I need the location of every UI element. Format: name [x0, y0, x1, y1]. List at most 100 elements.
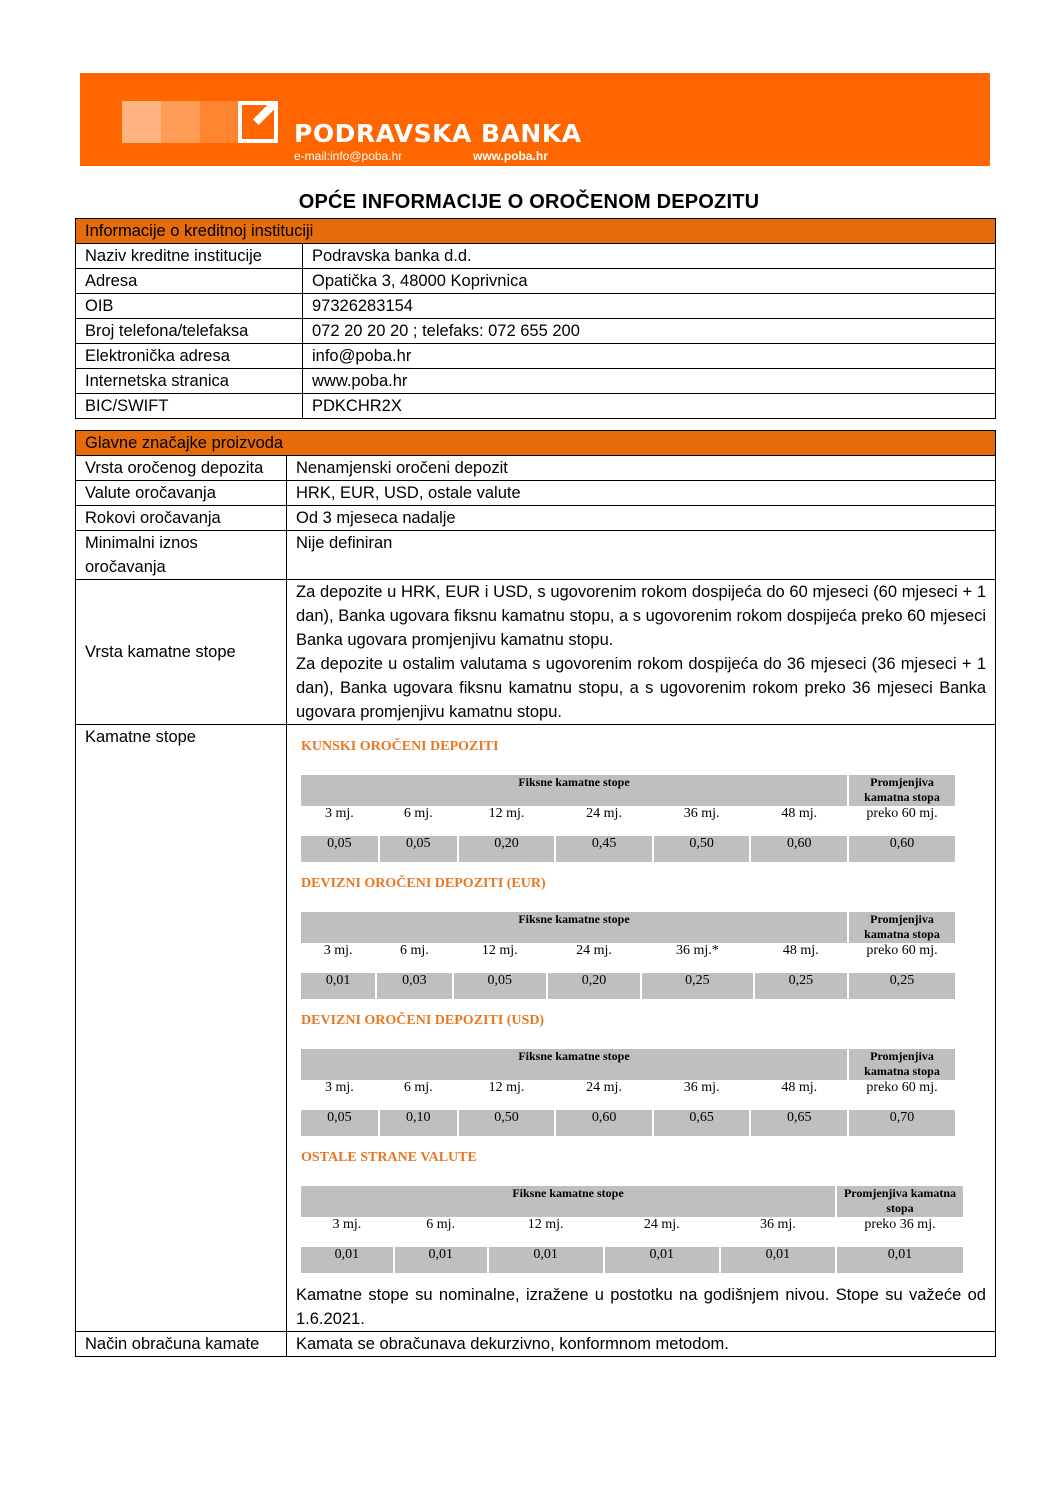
variable-rate-header: Promjenjiva kamatna stopa — [849, 912, 955, 943]
section-heading: Glavne značajke proizvoda — [75, 430, 996, 456]
logo-square — [161, 101, 200, 143]
rate-value: 0,60 — [849, 836, 955, 862]
term-label: 36 mj. — [760, 1217, 796, 1232]
rate-value: 0,05 — [301, 1110, 378, 1136]
info-row: Internetska stranica www.poba.hr — [75, 368, 996, 394]
rate-table: Fiksne kamatne stope Promjenjiva kamatna … — [299, 1049, 957, 1136]
row-label: Minimalni iznos oročavanja — [75, 530, 287, 580]
rate-tables: KUNSKI OROČENI DEPOZITI Fiksne kamatne st… — [301, 735, 986, 1273]
term-label: 24 mj. — [586, 806, 622, 821]
rate-value: 0,01 — [394, 1247, 487, 1273]
term-label: preko 60 mj. — [866, 806, 938, 821]
row-label: Rokovi oročavanja — [75, 505, 287, 531]
info-row: Broj telefona/telefaksa 072 20 20 20 ; te… — [75, 318, 996, 344]
rates-cell: KUNSKI OROČENI DEPOZITI Fiksne kamatne st… — [286, 724, 996, 1332]
variable-rate-header: Promjenjiva kamatna stopa — [837, 1186, 963, 1217]
rate-table: Fiksne kamatne stope Promjenjiva kamatna … — [299, 1186, 965, 1273]
term-label: 48 mj. — [781, 806, 818, 821]
term-label: 12 mj. — [481, 943, 518, 958]
term-label: 24 mj. — [643, 1217, 680, 1232]
variable-rate-header: Promjenjiva kamatna stopa — [849, 1049, 955, 1080]
fixed-rates-header: Fiksne kamatne stope — [301, 912, 847, 943]
rate-table: Fiksne kamatne stope Promjenjiva kamatna … — [299, 912, 957, 999]
info-row: Naziv kreditne institucije Podravska bank… — [75, 243, 996, 269]
rate-value: 0,01 — [301, 1247, 393, 1273]
rate-value: 0,25 — [754, 973, 847, 999]
fixed-rates-header: Fiksne kamatne stope — [301, 1049, 847, 1080]
term-label: 6 mj. — [403, 1080, 433, 1095]
rate-value: 0,25 — [642, 973, 753, 999]
row-label: Vrsta kamatne stope — [75, 579, 287, 725]
rate-value: 0,65 — [751, 1110, 847, 1136]
rate-value: 0,65 — [653, 1110, 750, 1136]
term-label: 6 mj. — [426, 1217, 456, 1232]
term-label: 36 mj.* — [676, 943, 719, 958]
row-value: Od 3 mjeseca nadalje — [286, 505, 996, 531]
logo-square — [122, 101, 161, 143]
rate-table-title: DEVIZNI OROČENI DEPOZITI (EUR) — [301, 876, 546, 891]
product-table: Glavne značajke proizvoda Vrsta oročenog… — [75, 430, 996, 1357]
row-value: PDKCHR2X — [302, 393, 996, 419]
product-row: Rokovi oročavanja Od 3 mjeseca nadalje — [75, 505, 996, 531]
row-label: BIC/SWIFT — [75, 393, 303, 419]
rate-type-paragraph: Za depozite u ostalim valutama s ugovore… — [296, 655, 986, 721]
value-row: 0,05 0,10 0,50 0,60 0,65 0,65 0,70 — [301, 1110, 955, 1136]
term-label: 6 mj. — [400, 943, 429, 958]
rate-value: 0,60 — [751, 836, 847, 862]
row-value: Za depozite u HRK, EUR i USD, s ugovoren… — [286, 579, 996, 725]
term-label: 24 mj. — [576, 943, 612, 958]
rate-value: 0,10 — [379, 1110, 457, 1136]
rate-table-title: KUNSKI OROČENI DEPOZITI — [301, 739, 499, 754]
term-row: 3 mj. 6 mj. 12 mj. 24 mj. 36 mj. 48 mj. preko … — [301, 806, 955, 836]
term-label: preko 60 mj. — [866, 1080, 938, 1095]
info-row: Elektronička adresa info@poba.hr — [75, 343, 996, 369]
section-heading: Informacije o kreditnoj instituciji — [75, 218, 996, 244]
row-value: Nije definiran — [286, 530, 996, 580]
row-label: Adresa — [75, 268, 303, 294]
rate-value: 0,01 — [301, 973, 376, 999]
value-row: 0,01 0,03 0,05 0,20 0,25 0,25 0,25 — [301, 973, 955, 999]
row-value: Kamata se obračunava dekurzivno, konform… — [286, 1331, 996, 1357]
term-label: 3 mj. — [323, 943, 353, 958]
row-value: Nenamjenski oročeni depozit — [286, 455, 996, 481]
rate-value: 0,01 — [720, 1247, 835, 1273]
product-row: Vrsta oročenog depozita Nenamjenski oroče… — [75, 455, 996, 481]
rate-value: 0,05 — [379, 836, 457, 862]
product-row: Valute oročavanja HRK, EUR, USD, ostale v… — [75, 480, 996, 506]
term-label: 24 mj. — [586, 1080, 622, 1095]
value-row: 0,01 0,01 0,01 0,01 0,01 0,01 — [301, 1247, 963, 1273]
info-row: OIB 97326283154 — [75, 293, 996, 319]
rate-value: 0,01 — [604, 1247, 719, 1273]
term-label: 48 mj. — [781, 1080, 818, 1095]
row-label: Naziv kreditne institucije — [75, 243, 303, 269]
fixed-rates-header: Fiksne kamatne stope — [301, 1186, 835, 1217]
rate-value: 0,70 — [849, 1110, 955, 1136]
bank-logo-icon — [238, 101, 278, 143]
product-row: Kamatne stope KUNSKI OROČENI DEPOZITI Fiks… — [75, 724, 996, 1332]
rate-value: 0,60 — [556, 1110, 652, 1136]
term-label: 48 mj. — [782, 943, 819, 958]
bank-banner: PODRAVSKA BANKA e-mail:info@poba.hr www.… — [80, 73, 990, 166]
rate-value: 0,03 — [377, 973, 452, 999]
term-row: 3 mj. 6 mj. 12 mj. 24 mj. 36 mj.* 48 mj. preko… — [301, 943, 955, 973]
rate-table-header: Fiksne kamatne stope Promjenjiva kamatna … — [301, 912, 955, 943]
row-value: Podravska banka d.d. — [302, 243, 996, 269]
row-label: Valute oročavanja — [75, 480, 287, 506]
term-label: 3 mj. — [332, 1217, 362, 1232]
rate-value: 0,50 — [458, 1110, 555, 1136]
rate-value: 0,05 — [301, 836, 378, 862]
row-label: Internetska stranica — [75, 368, 303, 394]
row-label: OIB — [75, 293, 303, 319]
bank-name: PODRAVSKA BANKA — [294, 119, 582, 148]
variable-rate-header: Promjenjiva kamatna stopa — [849, 775, 955, 806]
rate-table-title: OSTALE STRANE VALUTE — [301, 1150, 477, 1165]
info-row: Adresa Opatička 3, 48000 Koprivnica — [75, 268, 996, 294]
rate-value: 0,45 — [556, 836, 652, 862]
rate-table-header: Fiksne kamatne stope Promjenjiva kamatna … — [301, 775, 955, 806]
rate-table-title: DEVIZNI OROČENI DEPOZITI (USD) — [301, 1013, 545, 1028]
product-row: Minimalni iznos oročavanja Nije definiran — [75, 530, 996, 580]
term-label: 3 mj. — [325, 1080, 354, 1095]
row-value: www.poba.hr — [302, 368, 996, 394]
term-label: preko 36 mj. — [864, 1217, 936, 1232]
